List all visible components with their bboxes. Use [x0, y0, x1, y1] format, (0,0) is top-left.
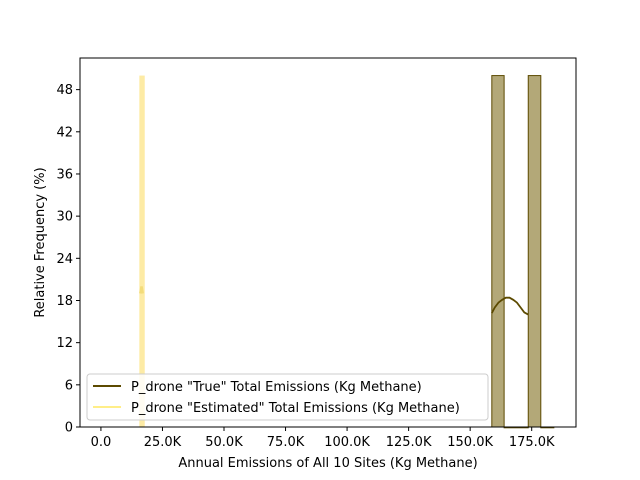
y-tick-label-1: 6 — [65, 378, 73, 393]
y-axis-ticks: 0 6 12 18 24 30 36 42 48 — [56, 83, 80, 436]
y-tick-label-4: 24 — [56, 252, 73, 267]
bar-series-0-0 — [491, 75, 505, 428]
kde-layer — [139, 286, 529, 316]
y-tick-label-8: 48 — [56, 83, 73, 98]
x-tick-label-2: 50.0K — [205, 435, 243, 450]
bars-layer — [139, 75, 555, 429]
x-tick-label-5: 125.0K — [386, 435, 432, 450]
kde-line-series-1 — [139, 286, 145, 294]
y-tick-label-6: 36 — [56, 167, 73, 182]
x-axis-label: Annual Emissions of All 10 Sites (Kg Met… — [178, 456, 477, 471]
legend: P_drone "True" Total Emissions (Kg Metha… — [86, 373, 489, 421]
y-tick-label-2: 12 — [56, 336, 73, 351]
kde-line-series-0 — [491, 296, 529, 316]
bar-series-0-2 — [527, 75, 542, 428]
y-axis-label: Relative Frequency (%) — [33, 167, 48, 317]
bar-series-1-0 — [139, 75, 145, 428]
legend-label-true: P_drone "True" Total Emissions (Kg Metha… — [131, 380, 422, 395]
x-tick-label-6: 150.0K — [447, 435, 493, 450]
x-axis-ticks: 0.0 25.0K 50.0K 75.0K 100.0K 125.0K 150.0K 175.… — [91, 427, 555, 450]
legend-box — [86, 373, 489, 421]
x-tick-label-3: 75.0K — [267, 435, 305, 450]
x-tick-label-1: 25.0K — [144, 435, 182, 450]
y-tick-label-5: 30 — [56, 210, 73, 225]
x-tick-label-4: 100.0K — [324, 435, 370, 450]
legend-label-estimated: P_drone "Estimated" Total Emissions (Kg … — [131, 401, 460, 416]
y-tick-label-7: 42 — [56, 125, 73, 140]
plot-frame — [79, 57, 577, 428]
y-tick-label-0: 0 — [65, 421, 73, 436]
x-tick-label-0: 0.0 — [91, 435, 112, 450]
y-tick-label-3: 18 — [56, 294, 73, 309]
x-tick-label-7: 175.0K — [509, 435, 555, 450]
